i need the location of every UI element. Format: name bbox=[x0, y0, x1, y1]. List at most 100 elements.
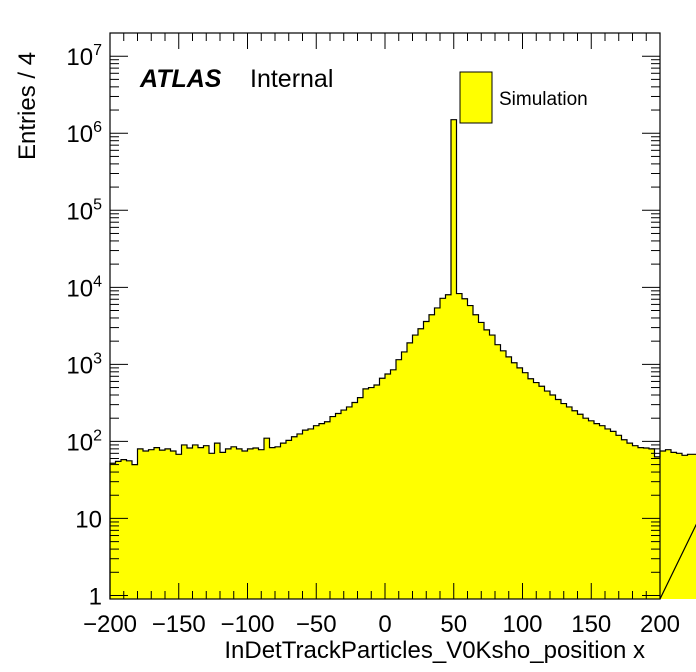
histogram-bar bbox=[121, 459, 127, 599]
x-tick-label: 100 bbox=[502, 611, 542, 638]
histogram-bar bbox=[462, 298, 468, 599]
legend-swatch bbox=[459, 71, 493, 124]
histogram-bar bbox=[242, 451, 248, 599]
histogram-bar bbox=[225, 448, 232, 599]
histogram-bar bbox=[192, 444, 199, 599]
histogram-bar bbox=[566, 406, 573, 599]
histogram-bar bbox=[308, 428, 314, 599]
histogram-bar bbox=[110, 463, 116, 599]
histogram-bar bbox=[412, 335, 419, 599]
histogram-bar bbox=[396, 359, 402, 599]
histogram-bar bbox=[335, 413, 342, 599]
y-axis-label: Entries / 4 bbox=[14, 52, 41, 160]
histogram-bar bbox=[583, 418, 589, 599]
histogram-bar bbox=[555, 399, 562, 599]
histogram-bar bbox=[506, 356, 512, 599]
histogram-bar bbox=[610, 431, 617, 599]
histogram-bar bbox=[687, 454, 694, 599]
y-tick-labels: 1 10 102 103 104 105 106 107 bbox=[66, 42, 102, 610]
histogram-bar bbox=[445, 294, 452, 599]
histogram-bar bbox=[588, 420, 595, 599]
histogram-bar bbox=[313, 425, 320, 599]
x-tick-label: −50 bbox=[296, 611, 337, 638]
histogram-bar bbox=[385, 373, 391, 599]
atlas-label: ATLAS bbox=[139, 65, 222, 93]
histogram-bar bbox=[500, 350, 507, 599]
histogram-bar bbox=[671, 452, 677, 599]
atlas-status-label: Internal bbox=[250, 65, 333, 93]
histogram-bar bbox=[148, 449, 155, 599]
histogram-bar bbox=[374, 384, 380, 599]
histogram-bar bbox=[275, 446, 281, 599]
x-tick-label: 150 bbox=[571, 611, 611, 638]
histogram-bar bbox=[159, 450, 166, 599]
histogram-bar bbox=[456, 293, 463, 599]
histogram-bar bbox=[154, 447, 160, 599]
y-tick-label: 10 bbox=[75, 506, 102, 533]
histogram-bar bbox=[264, 438, 270, 599]
histogram-bar bbox=[357, 397, 364, 599]
histogram-bar bbox=[330, 416, 336, 599]
histogram-bar bbox=[302, 430, 309, 599]
histogram-bar bbox=[341, 410, 347, 599]
histogram-bar bbox=[176, 454, 182, 599]
histogram-bar bbox=[550, 395, 556, 599]
x-tick-label: 0 bbox=[378, 611, 391, 638]
histogram-bar bbox=[473, 314, 479, 599]
histogram-bar bbox=[269, 447, 276, 599]
histogram-bar bbox=[181, 444, 188, 599]
histogram-bar bbox=[280, 443, 287, 599]
histogram-bars bbox=[110, 119, 696, 600]
histogram-bar bbox=[627, 443, 633, 599]
x-axis-label: InDetTrackParticles_V0Ksho_position x bbox=[224, 637, 645, 664]
histogram-bar bbox=[528, 378, 534, 599]
histogram-bar bbox=[561, 403, 567, 599]
histogram-bar bbox=[632, 445, 639, 599]
histogram-bar bbox=[401, 351, 408, 599]
histogram-bar bbox=[363, 388, 369, 599]
histogram-bar bbox=[407, 342, 413, 599]
plot-frame bbox=[109, 32, 661, 600]
x-tick-label: −200 bbox=[83, 611, 137, 638]
histogram-bar bbox=[693, 454, 696, 599]
histogram-bar bbox=[682, 455, 688, 599]
histogram-bar bbox=[132, 464, 138, 599]
histogram-bar bbox=[605, 428, 611, 599]
histogram-bar bbox=[676, 453, 683, 599]
x-tick-label: −150 bbox=[152, 611, 206, 638]
y-tick-label: 102 bbox=[66, 427, 102, 456]
histogram-bar bbox=[539, 386, 545, 599]
histogram-bar bbox=[379, 378, 386, 599]
x-tick-label: 50 bbox=[440, 611, 467, 638]
histogram-bar bbox=[286, 440, 292, 599]
histogram-bar bbox=[324, 421, 331, 599]
histogram-bar bbox=[390, 369, 397, 599]
histogram-bar bbox=[214, 443, 221, 599]
y-tick-label: 104 bbox=[66, 273, 102, 302]
histogram-bar bbox=[429, 314, 435, 599]
histogram-bar bbox=[319, 423, 325, 599]
histogram-bar bbox=[599, 425, 606, 599]
histogram-bar bbox=[638, 447, 644, 599]
y-tick-label: 107 bbox=[66, 42, 102, 71]
histogram-bar bbox=[478, 322, 485, 599]
histogram-bar bbox=[544, 391, 551, 599]
histogram-bar bbox=[572, 410, 578, 599]
histogram-bar bbox=[423, 321, 430, 599]
histogram-bar bbox=[434, 307, 441, 599]
histogram-bar bbox=[654, 456, 661, 599]
histogram-outline bbox=[109, 119, 696, 600]
legend-entry-simulation: Simulation bbox=[499, 89, 588, 110]
histogram-bar bbox=[368, 387, 375, 599]
histogram-bar bbox=[137, 448, 144, 599]
histogram-outline-path bbox=[109, 119, 696, 600]
x-tick-label: −100 bbox=[220, 611, 274, 638]
legend: Simulation bbox=[459, 71, 588, 124]
x-tick-labels: −200 −150 −100 −50 0 50 100 150 200 bbox=[83, 611, 680, 638]
histogram-bar bbox=[495, 344, 501, 599]
histogram-bar bbox=[440, 298, 446, 599]
histogram-bar bbox=[517, 367, 523, 599]
histogram-bar bbox=[170, 451, 177, 599]
histogram-bar bbox=[209, 453, 215, 599]
